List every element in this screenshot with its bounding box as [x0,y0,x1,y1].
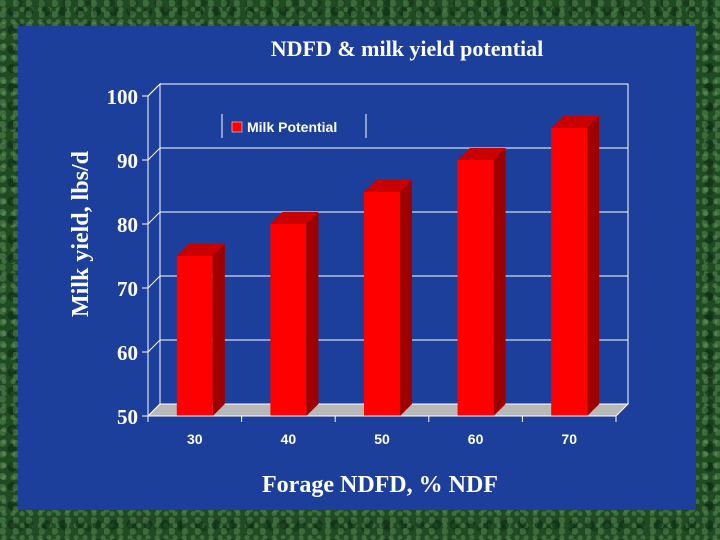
bar-top [270,212,319,224]
y-axis-label: Milk yield, lbs/d [68,150,94,317]
x-tick-label: 70 [561,431,577,447]
y-tick-label: 100 [107,85,139,109]
gridline-diagonal [147,275,161,289]
y-tick-label: 90 [117,149,138,173]
plot-area: 50 60 70 80 90 100 30 40 50 60 70 [107,82,630,447]
gridline-diagonal [147,83,161,97]
legend: Milk Potential [221,114,367,138]
bar-chart: NDFD & milk yield potential Milk yield, … [68,36,630,498]
bar-top [176,244,225,256]
bar [551,128,588,416]
slide-panel: NDFD & milk yield potential Milk yield, … [18,26,696,510]
bar-side [400,180,412,416]
gridline-diagonal [147,147,161,161]
chart-title: NDFD & milk yield potential [271,36,544,61]
bar-top [364,180,412,192]
gridline-diagonal [147,211,161,225]
x-tick-label: 30 [187,431,203,447]
y-tick-label: 50 [117,405,138,429]
y-tick-label: 60 [117,341,138,365]
x-tick-label: 60 [468,431,484,447]
bar [270,224,307,416]
bar-side [493,148,506,416]
legend-label: Milk Potential [247,119,337,135]
gridline-diagonal [147,339,161,353]
bar-top [457,148,506,160]
bar [176,256,213,416]
y-tick-label: 80 [117,213,138,237]
bar-side [587,116,600,416]
x-tick-label: 40 [281,431,297,447]
bar [364,192,400,416]
x-tick-label: 50 [374,431,390,447]
bar [457,160,494,416]
bar-side [306,212,319,416]
bar-top [551,116,600,128]
plot-side-wall [147,82,161,418]
y-tick-label: 70 [117,277,138,301]
bar-side [212,244,225,416]
x-axis-label: Forage NDFD, % NDF [262,472,498,498]
legend-swatch [231,121,243,133]
